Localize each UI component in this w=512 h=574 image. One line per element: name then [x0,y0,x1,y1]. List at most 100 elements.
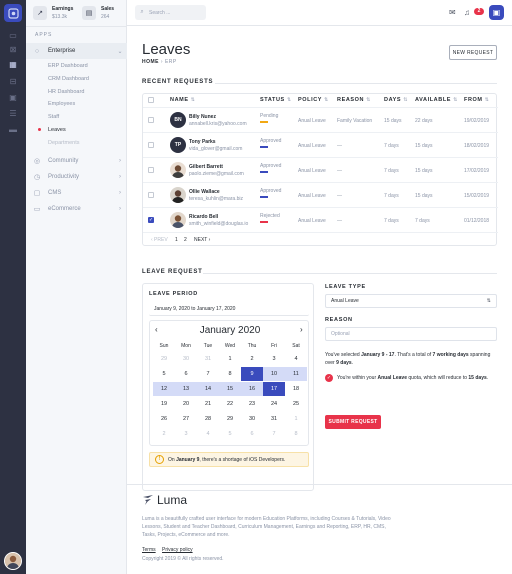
table-row[interactable]: TP Tony Parks vida_glover@gmail.com Appr… [143,132,498,157]
calendar-day[interactable]: 21 [204,401,212,407]
dashboard-icon[interactable]: ▭ [9,31,17,40]
calendar-day[interactable]: 5 [162,371,166,377]
calendar-day-outside[interactable]: 7 [272,431,276,437]
calendar-day-outside[interactable]: 1 [294,416,298,422]
calendar-day[interactable]: 17 [263,382,285,396]
calendar-day[interactable]: 25 [292,401,300,407]
sidebar-item-employees[interactable]: Employees [26,97,127,110]
select-all-checkbox[interactable] [148,97,154,103]
bell-icon[interactable]: ♫ [464,8,470,17]
breadcrumb-erp[interactable]: ERP [164,59,177,65]
page-1-button[interactable]: 1 [175,237,178,243]
sidebar-item-productivity[interactable]: ◷ Productivity › [26,169,127,185]
sidebar-item-cms[interactable]: ▢ CMS › [26,185,127,201]
employee-name[interactable]: Tony Parks [189,139,216,145]
layout-icon[interactable]: ⊠ [9,45,17,54]
calendar-day[interactable]: 22 [226,401,234,407]
calendar-day-outside[interactable]: 8 [294,431,298,437]
column-header-policy[interactable]: POLICY ⇅ [298,97,329,103]
calendar-day-outside[interactable]: 4 [206,431,210,437]
pages-icon[interactable]: ⊟ [9,77,17,86]
next-page-button[interactable]: NEXT › [194,237,211,243]
calendar-day[interactable]: 31 [270,416,278,422]
table-row[interactable]: Ollie Wallace teresa_kuhlin@mara.biz App… [143,182,498,207]
sidebar-item-crm-dashboard[interactable]: CRM Dashboard [26,72,127,85]
mail-icon[interactable]: ✉ [449,8,456,17]
calendar-day-outside[interactable]: 6 [250,431,254,437]
row-checkbox[interactable] [148,117,154,123]
layers-icon[interactable]: ☰ [9,109,17,118]
row-checkbox-checked[interactable]: ✓ [148,217,154,223]
footer-logo[interactable]: Luma [142,493,187,507]
sidebar-item-community[interactable]: ◎ Community › [26,153,127,169]
calendar-day[interactable]: 15 [219,382,241,396]
row-checkbox[interactable] [148,192,154,198]
calendar-day[interactable]: 3 [272,356,276,362]
calendar-day-outside[interactable]: 3 [184,431,188,437]
breadcrumb-home[interactable]: HOME [142,59,159,65]
page-2-button[interactable]: 2 [184,237,187,243]
leave-type-select[interactable]: Anual Leave ⇅ [325,294,497,308]
calendar-day[interactable]: 6 [184,371,188,377]
calendar-day[interactable]: 19 [160,401,168,407]
reason-input[interactable]: Optional [325,327,497,341]
calendar-day-outside[interactable]: 30 [182,356,190,362]
calendar-day-outside[interactable]: 5 [228,431,232,437]
row-checkbox[interactable] [148,142,154,148]
table-row[interactable]: ✓ Ricardo Bell smith_winfield@douglas.io… [143,207,498,232]
table-row[interactable]: BN Billy Nunez annabell.kris@yahoo.com P… [143,107,498,132]
folder-icon[interactable]: ▬ [9,125,17,134]
calendar-day[interactable]: 12 [153,382,175,396]
calendar-day[interactable]: 13 [175,382,197,396]
terms-link[interactable]: Terms [142,547,156,553]
employee-name[interactable]: Gilbert Barrett [189,164,223,170]
sidebar-item-enterprise[interactable]: ○ Enterprise ⌄ [26,43,127,59]
row-checkbox[interactable] [148,167,154,173]
sidebar-item-ecommerce[interactable]: ▭ eCommerce › [26,201,127,217]
calendar-day[interactable]: 26 [160,416,168,422]
column-header-from[interactable]: FROM ⇅ [464,97,490,103]
calendar-day[interactable]: 28 [204,416,212,422]
prev-page-button[interactable]: ‹ PREV [151,237,168,243]
next-month-icon[interactable]: › [300,325,303,334]
calendar-day[interactable]: 27 [182,416,190,422]
column-header-days[interactable]: DAYS ⇅ [384,97,409,103]
employee-name[interactable]: Ricardo Bell [189,214,219,220]
account-icon[interactable]: ▣ [489,5,504,20]
calendar-day[interactable]: 18 [292,386,300,392]
employee-name[interactable]: Billy Nunez [189,114,216,120]
calendar-day[interactable]: 8 [228,371,232,377]
sidebar-item-staff[interactable]: Staff [26,110,127,123]
calendar-day-outside[interactable]: 2 [162,431,166,437]
leave-period-input[interactable]: January 9, 2020 to January 17, 2020 [149,302,309,316]
column-header-reason[interactable]: REASON ⇅ [337,97,372,103]
calendar-day[interactable]: 14 [197,382,219,396]
calendar-day[interactable]: 4 [294,356,298,362]
calendar-day[interactable]: 11 [285,367,307,381]
sidebar-item-departments[interactable]: Departments [26,136,127,149]
calendar-day-outside[interactable]: 29 [160,356,168,362]
table-row[interactable]: Gilbert Barrett paolo.zieme@gmail.com Ap… [143,157,498,182]
column-header-available[interactable]: AVAILABLE ⇅ [415,97,458,103]
calendar-day[interactable]: 24 [270,401,278,407]
calendar-day[interactable]: 10 [263,367,285,381]
sidebar-item-erp-dashboard[interactable]: ERP Dashboard [26,59,127,72]
components-icon[interactable]: ▣ [9,93,17,102]
calendar-day[interactable]: 23 [248,401,256,407]
privacy-link[interactable]: Privacy policy [162,547,193,553]
apps-grid-icon[interactable]: ▦ [9,60,17,69]
prev-month-icon[interactable]: ‹ [155,325,158,334]
submit-request-button[interactable]: SUBMIT REQUEST [325,415,381,429]
calendar-day[interactable]: 1 [228,356,232,362]
new-request-button[interactable]: NEW REQUEST [449,45,497,60]
user-avatar[interactable] [4,552,22,570]
sidebar-item-hr-dashboard[interactable]: HR Dashboard [26,85,127,98]
employee-name[interactable]: Ollie Wallace [189,189,220,195]
calendar-day[interactable]: 16 [241,382,263,396]
column-header-status[interactable]: STATUS ⇅ [260,97,292,103]
search-input[interactable]: ⌕ Search ... [135,5,206,20]
calendar-day[interactable]: 30 [248,416,256,422]
calendar-day[interactable]: 7 [206,371,210,377]
app-logo-icon[interactable] [4,4,22,22]
column-header-name[interactable]: NAME ⇅ [170,97,196,103]
